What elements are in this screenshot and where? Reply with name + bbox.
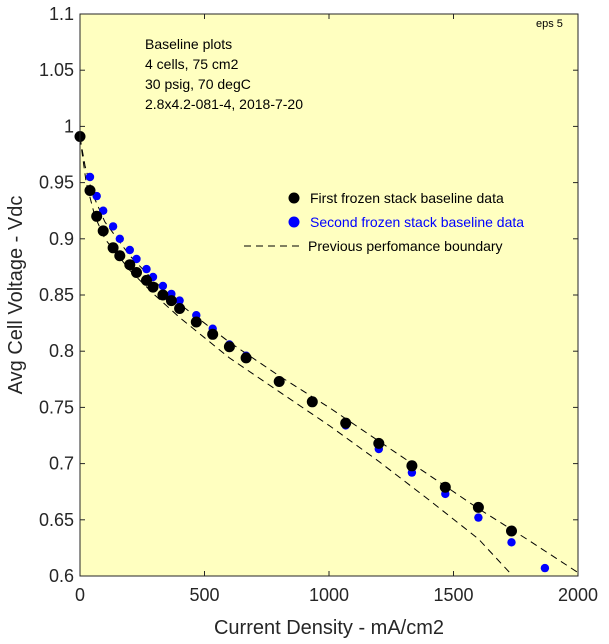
first-series-point <box>147 281 159 293</box>
legend-label-boundary: Previous perfomance boundary <box>308 238 503 254</box>
first-series-point <box>165 295 177 307</box>
second-series-point <box>132 254 141 264</box>
first-series-point <box>124 259 136 271</box>
first-series-point <box>373 437 385 449</box>
second-series-point <box>474 513 483 522</box>
first-series-point <box>306 396 318 408</box>
second-series-point <box>540 563 550 573</box>
legend-marker-first <box>288 192 300 204</box>
y-tick-label: 1.1 <box>49 4 74 24</box>
corner-tag: eps 5 <box>536 18 563 30</box>
first-series-point <box>506 525 517 537</box>
first-series-point <box>91 210 103 222</box>
second-series-point <box>92 191 101 201</box>
first-series-point <box>273 376 285 387</box>
first-series-point <box>97 225 109 237</box>
second-series-point <box>507 538 516 547</box>
x-tick-label: 1500 <box>433 585 473 605</box>
annotation-line: 30 psig, 70 degC <box>145 76 251 92</box>
y-tick-label: 1 <box>64 116 74 136</box>
x-tick-label: 0 <box>75 585 85 605</box>
y-tick-label: 0.7 <box>49 454 74 474</box>
y-tick-label: 0.8 <box>49 341 74 361</box>
second-series-point <box>99 206 108 215</box>
y-tick-label: 0.85 <box>39 285 74 305</box>
annotation-block: Baseline plots 4 cells, 75 cm2 30 psig, … <box>145 36 303 112</box>
first-series-point <box>439 481 451 493</box>
legend-label-second: Second frozen stack baseline data <box>310 214 524 230</box>
first-series-point <box>223 341 235 353</box>
x-tick-label: 500 <box>189 585 219 605</box>
first-series-point <box>207 328 219 340</box>
x-tick-label: 2000 <box>558 585 598 605</box>
x-tick-label: 1000 <box>309 585 349 605</box>
first-series-point <box>114 250 126 262</box>
annotation-line: 2.8x4.2-081-4, 2018-7-20 <box>145 96 303 112</box>
first-series-point <box>107 242 119 254</box>
y-tick-label: 0.75 <box>39 397 74 417</box>
first-series-point <box>131 267 142 278</box>
first-series-point <box>190 316 202 328</box>
first-series-point <box>157 289 169 301</box>
boundary-line <box>79 137 512 575</box>
second-series-point <box>108 222 118 231</box>
first-series-point <box>240 352 252 364</box>
annotation-line: 4 cells, 75 cm2 <box>145 56 239 72</box>
y-tick-label: 0.6 <box>49 566 74 586</box>
second-series-point <box>85 172 95 182</box>
first-series-point <box>174 303 186 314</box>
legend: First frozen stack baseline data Second … <box>244 190 524 254</box>
y-tick-label: 0.95 <box>39 173 74 193</box>
second-series-point <box>142 264 151 274</box>
boundary-line <box>79 137 579 574</box>
y-axis: 0.6 0.65 0.7 0.75 0.8 0.85 0.9 0.95 1 1.05 1.1 <box>39 4 578 586</box>
second-series-point <box>115 234 125 243</box>
second-series-point <box>125 245 134 255</box>
x-axis: 0 500 1000 1500 2000 <box>75 14 598 605</box>
legend-label-first: First frozen stack baseline data <box>310 190 504 206</box>
y-axis-title: Avg Cell Voltage - Vdc <box>5 196 27 395</box>
first-series-point <box>472 501 484 513</box>
y-tick-label: 0.9 <box>49 229 74 249</box>
first-series-point <box>406 460 418 472</box>
second-series-point <box>158 281 168 291</box>
first-series-point <box>340 417 352 429</box>
second-series-point <box>175 296 184 305</box>
first-series-point <box>84 185 96 196</box>
legend-marker-second <box>288 216 300 228</box>
y-tick-label: 0.65 <box>39 510 74 530</box>
y-tick-label: 1.05 <box>39 60 74 80</box>
x-axis-title: Current Density - mA/cm2 <box>214 617 444 639</box>
boundary-lines <box>79 137 579 575</box>
annotation-line: Baseline plots <box>145 36 232 52</box>
